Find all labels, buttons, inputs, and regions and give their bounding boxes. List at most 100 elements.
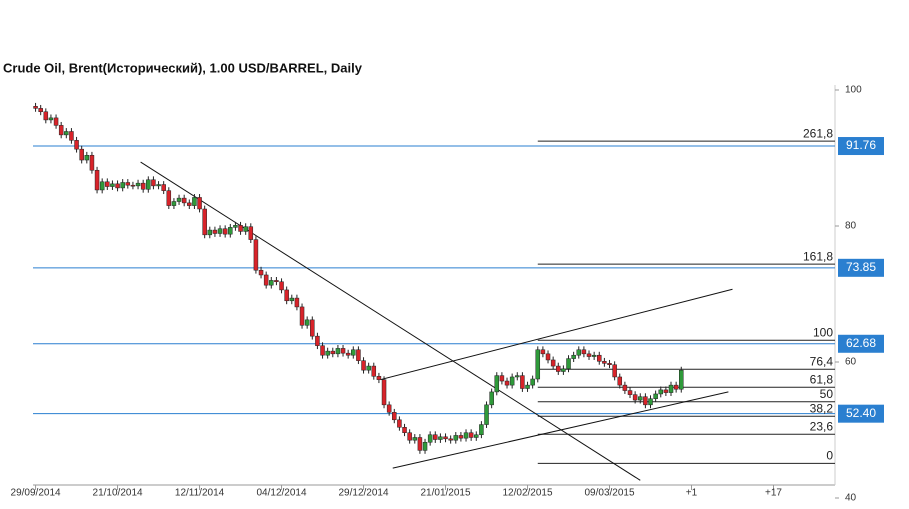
candle-body (140, 182, 146, 190)
candle-body (120, 182, 125, 189)
candle-body (566, 358, 571, 370)
candle-body (181, 197, 187, 204)
candle-body (207, 229, 213, 236)
candle-body (515, 375, 520, 378)
candle-body (248, 226, 254, 240)
candle-body (253, 239, 259, 271)
candle-body (658, 389, 664, 395)
candle-body (115, 183, 120, 189)
candle-body (571, 354, 576, 359)
candle-body (176, 197, 182, 202)
candle-body (94, 169, 100, 191)
level-label: 91.76 (846, 138, 876, 152)
candle-body (474, 434, 479, 438)
candle-body (99, 181, 105, 191)
candle-body (33, 106, 38, 109)
candle-body (325, 350, 330, 356)
candle-body (335, 348, 341, 355)
candle-body (212, 229, 218, 234)
x-tick-label: 09/03/2015 (584, 488, 634, 499)
candle-body (458, 435, 464, 439)
candle-body (58, 125, 64, 136)
candle-body (320, 345, 325, 356)
candle-body (345, 352, 351, 356)
y-tick-label: 100 (845, 85, 862, 96)
candle-body (386, 404, 392, 413)
candle-body (74, 140, 79, 150)
candle-body (381, 379, 387, 406)
candle-body (612, 364, 617, 378)
candle-body (110, 183, 115, 187)
candle-body (274, 280, 279, 283)
candle-body (679, 369, 684, 390)
candle-body (361, 360, 366, 371)
y-tick-label: 60 (845, 357, 857, 368)
candle-body (304, 319, 310, 326)
candle-body (540, 349, 546, 355)
candle-body (597, 354, 602, 362)
candle-body (371, 365, 377, 377)
candle-body (479, 424, 484, 436)
candle-body (648, 398, 653, 406)
level-label: 52.40 (846, 406, 876, 420)
candle-body (443, 436, 448, 440)
candle-body (586, 353, 592, 357)
candle-body (192, 197, 197, 206)
candle-body (366, 365, 371, 371)
candle-body (156, 184, 161, 187)
candle-body (556, 365, 561, 372)
candle-body (494, 375, 500, 393)
candle-body (238, 225, 243, 232)
candle-body (125, 182, 131, 186)
candle-body (315, 335, 320, 346)
y-tick-label: 80 (845, 221, 857, 232)
x-tick-label: 12/11/2014 (175, 488, 225, 499)
candle-body (663, 389, 669, 393)
candle-body (530, 378, 535, 386)
candle-body (545, 353, 551, 361)
x-tick-label: +17 (765, 488, 782, 499)
trend-line (380, 288, 733, 381)
level-label: 73.85 (846, 260, 876, 274)
x-tick-label: 29/09/2014 (11, 488, 61, 499)
candle-body (376, 376, 382, 380)
y-tick-label: 40 (845, 493, 857, 504)
candle-body (217, 228, 223, 234)
candle-body (463, 432, 469, 439)
candle-body (289, 297, 295, 302)
candle-body (632, 394, 638, 401)
candle-body (622, 384, 628, 391)
level-box (838, 404, 884, 423)
level-box (838, 137, 884, 156)
candle-body (617, 376, 623, 386)
candle-body (484, 404, 489, 425)
candle-body (422, 441, 428, 451)
candle-body (448, 438, 453, 441)
x-tick-label: 21/01/2015 (420, 488, 470, 499)
candle-body (279, 281, 284, 291)
candle-body (417, 437, 423, 451)
candle-body (602, 361, 607, 364)
candle-body (284, 289, 289, 302)
candle-body (561, 368, 566, 372)
candle-body (351, 349, 356, 356)
candle-body (228, 227, 233, 235)
candle-body (171, 201, 177, 206)
fib-label: 261,8 (803, 126, 833, 140)
candle-body (402, 427, 407, 433)
x-tick-label: +1 (686, 488, 698, 499)
candle-body (79, 148, 84, 161)
candle-body (427, 434, 433, 443)
candle-body (673, 384, 679, 390)
fib-label: 100 (813, 325, 833, 339)
candle-body (89, 155, 95, 171)
candle-body (607, 363, 612, 365)
trend-line (140, 161, 641, 481)
candle-body (166, 190, 172, 206)
candle-body (105, 181, 110, 187)
x-tick-label: 21/10/2014 (93, 488, 143, 499)
chart-title: Crude Oil, Brent(Исторический), 1.00 USD… (3, 60, 363, 75)
x-tick-label: 29/12/2014 (339, 488, 389, 499)
candle-body (69, 131, 74, 141)
candle-body (310, 319, 315, 337)
